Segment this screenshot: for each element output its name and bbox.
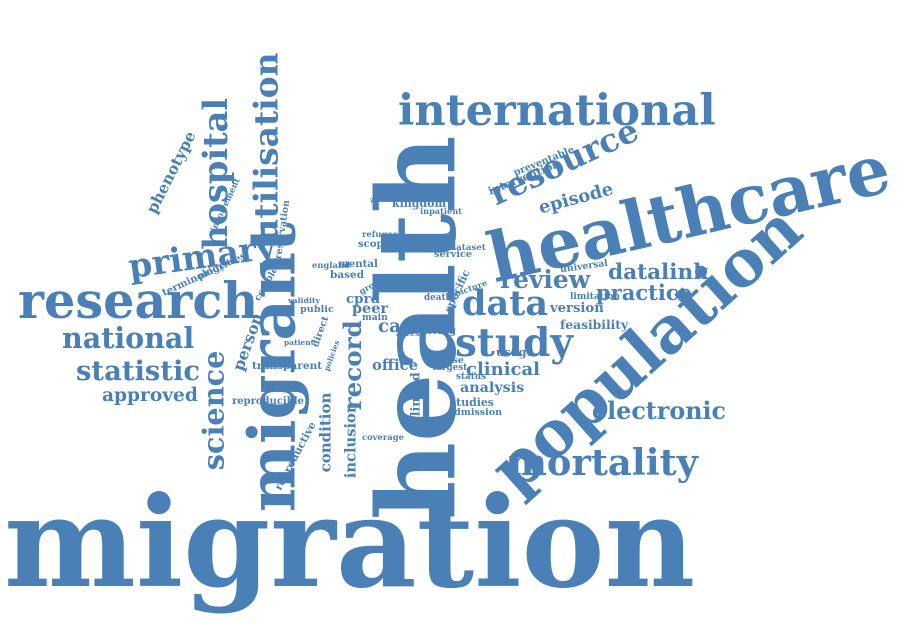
word-statistic: statistic — [76, 355, 201, 388]
word-record: record — [337, 319, 367, 411]
word-kingdom: kingdom — [392, 196, 447, 210]
word-service: service — [434, 249, 473, 261]
word-peer: peer — [352, 299, 388, 317]
word-linked: linked — [407, 371, 423, 416]
word-office: office — [372, 356, 419, 374]
word-study: study — [455, 319, 573, 366]
word-death: death — [424, 292, 452, 303]
word-based: based — [330, 268, 365, 281]
word-validity: validity — [288, 296, 321, 306]
word-patient: patient — [284, 338, 315, 348]
word-migration: migration — [4, 469, 696, 616]
word-national: national — [62, 320, 195, 355]
word-international: international — [398, 86, 716, 137]
word-main: main — [362, 312, 388, 324]
word-living: living — [424, 324, 457, 337]
word-phenotype: phenotype — [142, 128, 200, 217]
word-access: access — [396, 329, 424, 339]
word-largest: largest — [432, 362, 468, 373]
word-coverage: coverage — [362, 431, 404, 442]
word-studies: studies — [450, 395, 494, 409]
word-mortality: mortality — [508, 439, 699, 484]
word-evidence: evidence — [406, 184, 452, 196]
word-cprd: cprd — [346, 291, 380, 308]
word-analysis: analysis — [460, 379, 525, 396]
word-cohort: cohort — [408, 239, 456, 255]
word-reproducible: reproducible — [232, 396, 304, 407]
word-limitation: limitation — [570, 291, 620, 302]
word-clinical: clinical — [466, 359, 541, 380]
word-practice: practice — [596, 279, 692, 305]
word-refugee: refugee — [362, 228, 398, 239]
word-england: england — [312, 259, 350, 270]
word-status: status — [456, 371, 487, 382]
word-care: care — [378, 315, 423, 337]
word-science: science — [196, 350, 231, 470]
word-mental: mental — [338, 257, 378, 270]
word-condition: condition — [316, 392, 335, 472]
word-datalink: datalink — [608, 260, 709, 286]
word-disease: disease — [424, 355, 464, 367]
word-inpatient: inpatient — [420, 205, 462, 216]
word-usage: usage — [496, 345, 534, 360]
word-research: research — [18, 272, 259, 331]
word-version: version — [550, 301, 604, 317]
word-data: data — [462, 282, 548, 324]
word-feasibility: feasibility — [560, 316, 629, 332]
word-review: review — [500, 264, 591, 294]
word-public: public — [300, 304, 334, 316]
word-dataset: dataset — [450, 242, 486, 253]
word-transparent: transparent — [252, 359, 323, 372]
word-approved: approved — [102, 384, 198, 406]
word-admission: admission — [448, 407, 503, 419]
word-scoping: scoping — [358, 238, 402, 250]
word-electronic: electronic — [592, 397, 727, 426]
word-inclusion: inclusion — [342, 402, 360, 478]
